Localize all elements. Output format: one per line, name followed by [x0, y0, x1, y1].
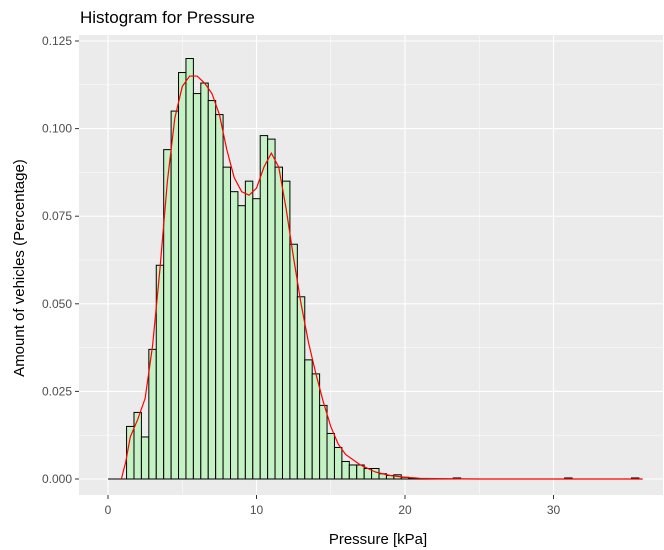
- y-tick-label: 0.025: [42, 384, 72, 398]
- histogram-bar: [178, 72, 187, 480]
- x-axis-ticks: 0 10 20 30: [105, 495, 561, 517]
- histogram-bar: [222, 166, 232, 480]
- y-tick-label: 0.000: [42, 472, 72, 486]
- histogram-bar: [267, 138, 276, 480]
- x-tick-label: 0: [105, 503, 112, 517]
- histogram-bar: [304, 359, 313, 480]
- x-tick-label: 10: [250, 503, 264, 517]
- y-tick-label: 0.050: [42, 297, 72, 311]
- histogram-bar: [192, 93, 202, 480]
- histogram-bar: [200, 82, 209, 480]
- histogram-bar: [356, 464, 365, 480]
- histogram-bar: [311, 373, 321, 480]
- y-tick-label: 0.125: [42, 34, 72, 48]
- histogram-bar: [348, 464, 358, 480]
- histogram-bar: [148, 348, 157, 480]
- y-axis-ticks: 0.000 0.025 0.050 0.075 0.100 0.125: [42, 34, 79, 486]
- histogram-bar: [274, 166, 283, 480]
- histogram-bar: [133, 411, 142, 480]
- histogram-bar: [326, 432, 335, 480]
- histogram-bar: [163, 149, 172, 480]
- y-tick-label: 0.075: [42, 209, 72, 223]
- x-tick-label: 20: [398, 503, 412, 517]
- histogram-bar: [237, 205, 246, 480]
- x-axis-label: Pressure [kPa]: [329, 531, 427, 548]
- x-tick-label: 30: [547, 503, 561, 517]
- histogram-bar: [289, 243, 298, 480]
- histogram-bar: [207, 100, 217, 480]
- histogram-bar: [333, 446, 343, 480]
- histogram-bars: [108, 58, 643, 480]
- density-curve: [120, 75, 643, 480]
- histogram-bar: [259, 135, 269, 480]
- histogram-bar: [230, 191, 239, 480]
- y-axis-label: Amount of vehicles (Percentage): [11, 159, 28, 377]
- histogram-bar: [185, 58, 194, 480]
- chart-title: Histogram for Pressure: [80, 8, 255, 27]
- histogram-bar: [341, 460, 350, 480]
- histogram-bar: [215, 114, 224, 480]
- y-tick-label: 0.100: [42, 122, 72, 136]
- histogram-bar: [252, 198, 261, 480]
- histogram-bar: [140, 436, 150, 480]
- histogram-bar: [319, 404, 328, 480]
- histogram-bar: [244, 180, 254, 480]
- histogram-bar: [371, 467, 380, 480]
- histogram-bar: [170, 110, 180, 480]
- histogram-bar: [296, 296, 306, 480]
